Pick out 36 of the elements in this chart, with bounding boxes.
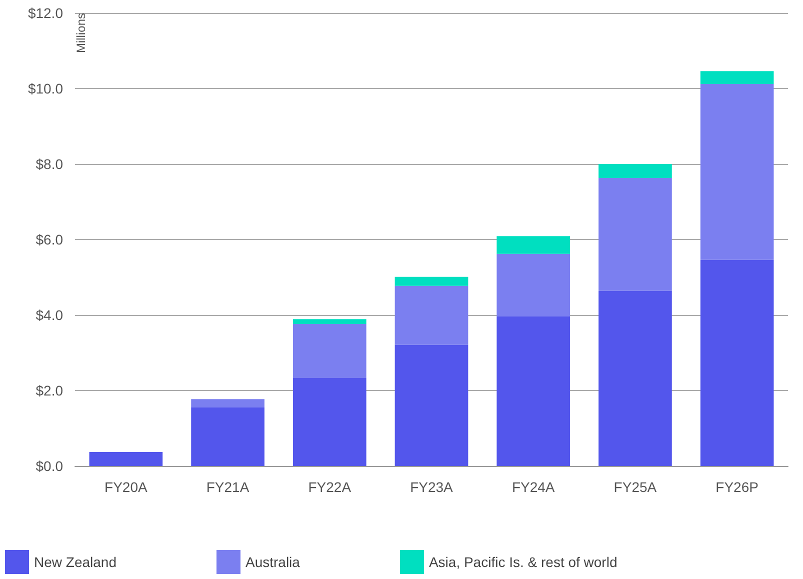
y-tick-label: $10.0 [28,80,64,96]
bar [700,84,774,260]
legend-label: Asia, Pacific Is. & rest of world [428,554,618,570]
x-tick-label: FY20A [104,479,148,495]
y-tick-label: $8.0 [36,156,64,172]
bar [292,324,366,378]
x-tick-label: FY24A [512,479,556,495]
bar [496,254,570,316]
bar [191,407,264,466]
legend-label: New Zealand [34,554,116,570]
x-tick-label: FY25A [614,479,658,495]
bar [496,316,570,466]
y-axis-title: Millions [74,13,88,54]
bar [191,399,264,408]
x-tick-label: FY22A [308,479,352,495]
bar [89,452,163,466]
bar [496,236,570,254]
bar [598,290,672,466]
y-tick-label: $4.0 [36,307,64,323]
bar [598,178,672,291]
x-tick-label: FY21A [206,479,250,495]
y-tick-label: $6.0 [36,232,64,248]
bar [394,344,468,466]
bar [394,276,468,286]
y-tick-label: $12.0 [28,5,64,21]
x-tick-label: FY26P [716,479,758,495]
bar [598,164,672,178]
bar [700,71,774,84]
bar [292,378,366,466]
bar [292,319,366,324]
bar [700,260,774,466]
bar [394,286,468,345]
y-tick-label: $2.0 [36,382,64,398]
legend-label: Australia [245,554,300,570]
x-tick-label: FY23A [410,479,454,495]
y-tick-label: $0.0 [36,458,64,474]
